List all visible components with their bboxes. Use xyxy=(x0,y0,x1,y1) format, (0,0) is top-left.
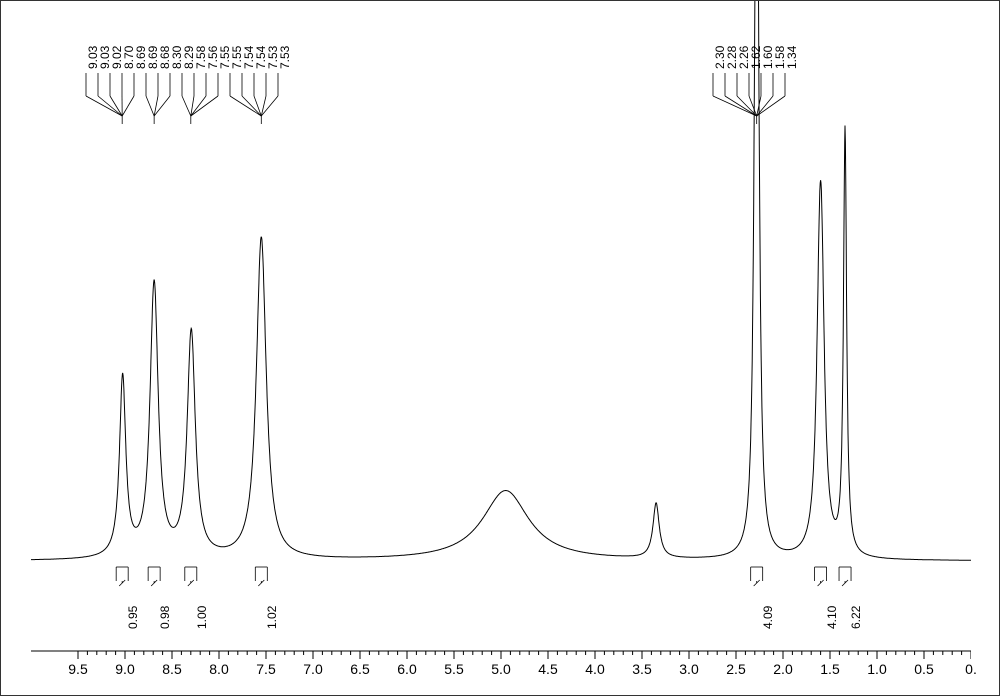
x-tick-label: 4.0 xyxy=(585,661,604,677)
plot-area: 9.5 9.0 8.5 8.0 7.5 7.0 6.5 6.0 5.5 5.0 4.5 4.0 3.5 3… xyxy=(31,1,969,695)
x-tick-label: 0.5 xyxy=(914,661,933,677)
peak-ppm-label: 1.34 xyxy=(785,46,799,69)
x-tick-label: 1.0 xyxy=(867,661,886,677)
x-tick-label: 7.5 xyxy=(256,661,275,677)
peak-ppm-label: 7.53 xyxy=(278,46,292,69)
integration-label: 1.00 xyxy=(195,606,209,629)
integration-label: 0.95 xyxy=(126,606,140,629)
figure-frame: 9.5 9.0 8.5 8.0 7.5 7.0 6.5 6.0 5.5 5.0 4.5 4.0 3.5 3… xyxy=(0,0,1000,696)
integration-label: 4.09 xyxy=(761,606,775,629)
x-tick-label: 7.0 xyxy=(303,661,322,677)
integration-label: 0.98 xyxy=(158,606,172,629)
x-tick-label: 1.5 xyxy=(820,661,839,677)
integration-label: 6.22 xyxy=(849,606,863,629)
x-tick-label: 9.5 xyxy=(68,661,87,677)
integration-label: 1.02 xyxy=(265,606,279,629)
x-tick-label: 6.0 xyxy=(397,661,416,677)
x-tick-label: 2.0 xyxy=(773,661,792,677)
x-tick-label: 8.0 xyxy=(209,661,228,677)
x-tick-label: 6.5 xyxy=(350,661,369,677)
x-tick-label: 3.0 xyxy=(679,661,698,677)
integration-label: 4.10 xyxy=(825,606,839,629)
x-tick-label: 0. xyxy=(965,661,977,677)
x-tick-label: 5.0 xyxy=(491,661,510,677)
x-tick-label: 3.5 xyxy=(632,661,651,677)
x-tick-label: 5.5 xyxy=(444,661,463,677)
x-tick-label: 4.5 xyxy=(538,661,557,677)
x-tick-label: 8.5 xyxy=(162,661,181,677)
x-tick-label: 2.5 xyxy=(726,661,745,677)
x-tick-label: 9.0 xyxy=(115,661,134,677)
nmr-svg xyxy=(31,1,971,697)
